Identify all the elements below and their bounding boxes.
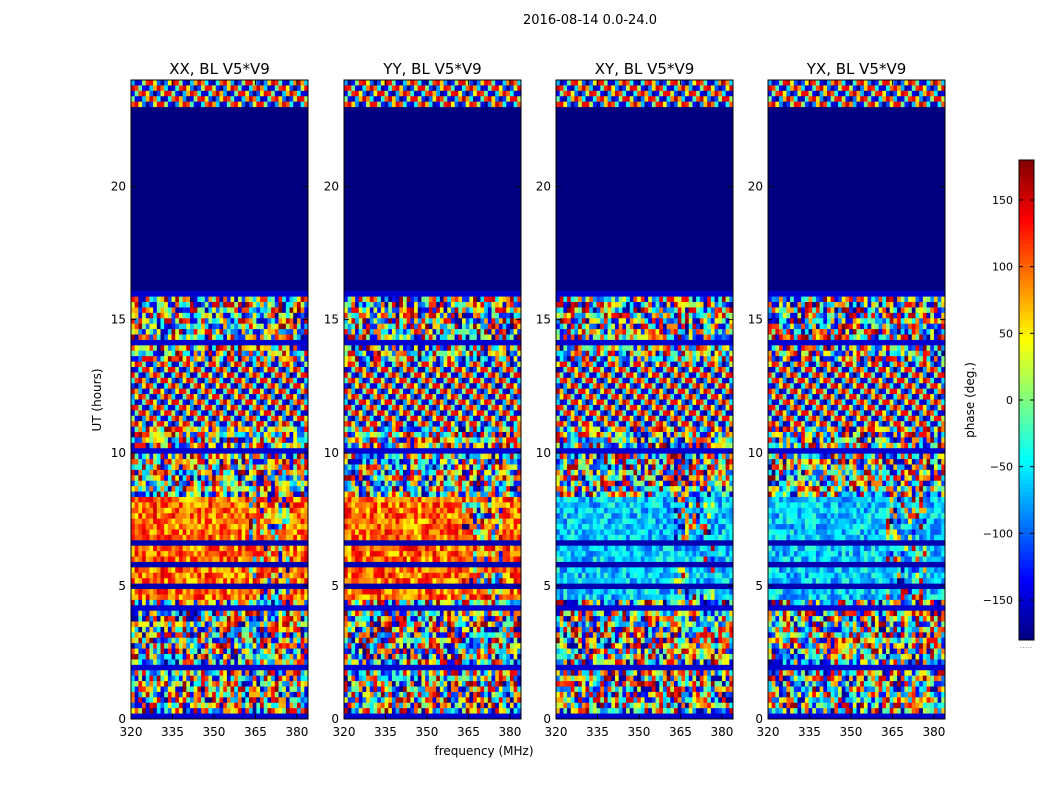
panel-frame (130, 79, 309, 720)
x-tick-label: 335 (161, 725, 184, 739)
y-tick-label: 15 (324, 313, 339, 327)
y-tick-label: 5 (755, 579, 763, 593)
panel-0: XX, BL V5*V9 320 335 350 365 380 0 5 10 15 20 (111, 60, 309, 739)
colorbar: −150 −100 −50 0 50 100 150 phase (deg.)..... (963, 159, 1035, 650)
y-tick-label: 20 (536, 180, 551, 194)
y-tick-label: 15 (748, 313, 763, 327)
x-tick-label: 380 (922, 725, 945, 739)
y-tick-label: 15 (536, 313, 551, 327)
panel-title: XY, BL V5*V9 (595, 60, 695, 78)
y-tick-label: 0 (543, 712, 551, 726)
panel-frame (767, 79, 946, 720)
colorbar-tick-label: 0 (1006, 394, 1013, 407)
x-tick-label: 365 (244, 725, 267, 739)
colorbar-tick-label: −50 (990, 461, 1013, 474)
x-tick-label: 380 (285, 725, 308, 739)
x-tick-label: 320 (545, 725, 568, 739)
panel-frame (343, 79, 522, 720)
x-tick-label: 350 (840, 725, 863, 739)
x-tick-label: 380 (710, 725, 733, 739)
panel-frame (555, 79, 734, 720)
y-tick-label: 5 (543, 579, 551, 593)
y-tick-label: 20 (111, 180, 126, 194)
x-tick-label: 365 (881, 725, 904, 739)
y-tick-label: 0 (118, 712, 126, 726)
y-tick-label: 0 (755, 712, 763, 726)
y-tick-label: 10 (111, 446, 126, 460)
y-tick-label: 20 (324, 180, 339, 194)
x-tick-label: 320 (333, 725, 356, 739)
colorbar-tick-label: 150 (992, 194, 1013, 207)
colorbar-tick-label: −150 (983, 594, 1013, 607)
y-tick-label: 20 (748, 180, 763, 194)
colorbar-tick-label: −100 (983, 527, 1013, 540)
y-tick-label: 10 (536, 446, 551, 460)
panel-title: YY, BL V5*V9 (382, 60, 481, 78)
x-tick-label: 320 (120, 725, 143, 739)
figure-suptitle: 2016-08-14 0.0-24.0 (0, 13, 1050, 28)
x-tick-label: 365 (669, 725, 692, 739)
x-tick-label: 380 (498, 725, 521, 739)
y-axis-label: UT (hours) (90, 368, 104, 431)
y-tick-label: 0 (331, 712, 339, 726)
colorbar-under-text: ..... (1020, 641, 1033, 650)
y-tick-label: 5 (118, 579, 126, 593)
x-tick-label: 335 (586, 725, 609, 739)
x-tick-label: 350 (416, 725, 439, 739)
panel-title: YX, BL V5*V9 (806, 60, 907, 78)
y-tick-label: 5 (331, 579, 339, 593)
y-tick-label: 10 (324, 446, 339, 460)
colorbar-tick-label: 50 (999, 327, 1013, 340)
colorbar-label: phase (deg.) (963, 362, 977, 438)
panel-1: YY, BL V5*V9 320 335 350 365 380 0 5 10 15 20 (324, 60, 522, 739)
x-tick-label: 320 (757, 725, 780, 739)
x-tick-label: 335 (798, 725, 821, 739)
colorbar-tick-label: 100 (992, 261, 1013, 274)
x-tick-label: 350 (203, 725, 226, 739)
x-axis-label: frequency (MHz) (434, 744, 533, 758)
y-tick-label: 15 (111, 313, 126, 327)
panel-title: XX, BL V5*V9 (169, 60, 270, 78)
x-tick-label: 365 (457, 725, 480, 739)
x-tick-label: 350 (628, 725, 651, 739)
panel-3: YX, BL V5*V9 320 335 350 365 380 0 5 10 15 20 (748, 60, 946, 739)
x-tick-label: 335 (374, 725, 397, 739)
panel-2: XY, BL V5*V9 320 335 350 365 380 0 5 10 15 20 (536, 60, 734, 739)
y-tick-label: 10 (748, 446, 763, 460)
